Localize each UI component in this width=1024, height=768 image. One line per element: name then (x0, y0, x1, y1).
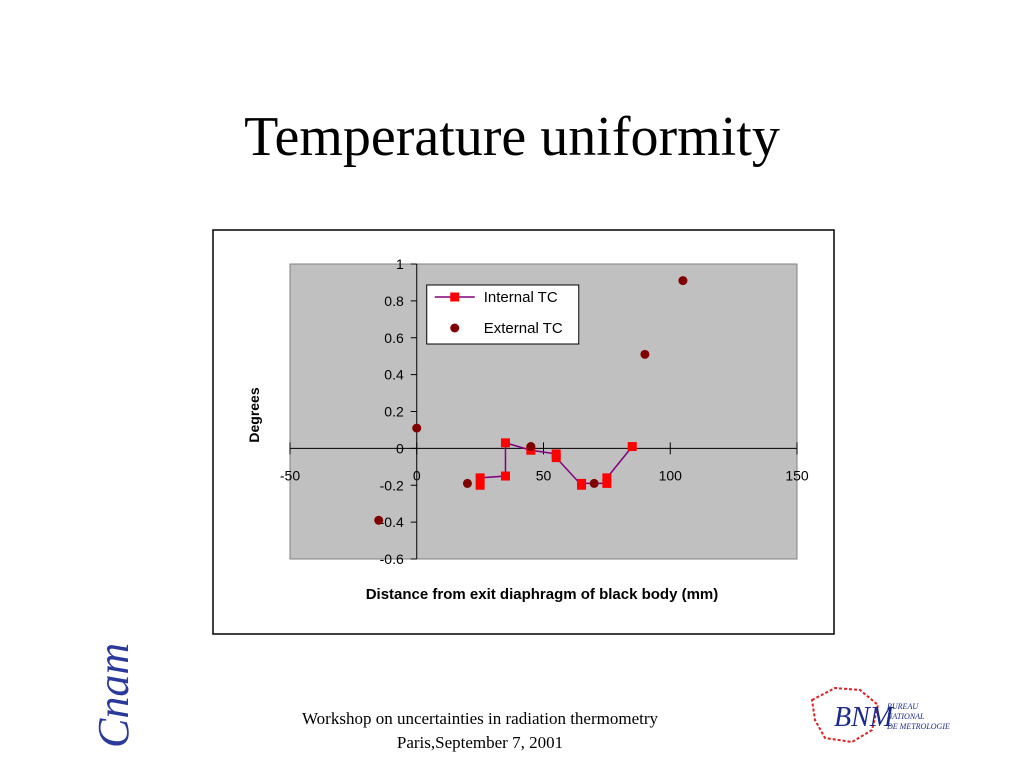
bnm-map (810, 686, 880, 744)
marker (526, 442, 536, 452)
y-axis-label: Degrees (246, 387, 262, 442)
marker (462, 478, 472, 488)
marker (551, 453, 561, 463)
marker (602, 478, 612, 488)
bnm-logo: BNM (834, 702, 895, 733)
x-tick-label: 0 (413, 467, 421, 483)
marker (627, 442, 637, 452)
marker (475, 480, 485, 490)
footer-line: Paris,September 7, 2001 (397, 733, 563, 752)
footer-line: Workshop on uncertainties in radiation t… (302, 709, 659, 728)
bnm-sub: NATIONAL (886, 712, 925, 721)
marker (589, 478, 599, 488)
y-tick-label: 1 (396, 256, 404, 272)
x-tick-label: -50 (280, 467, 300, 483)
marker (412, 423, 422, 433)
marker (577, 478, 587, 488)
legend-marker (450, 292, 460, 302)
marker (500, 471, 510, 481)
y-tick-label: -0.2 (380, 477, 404, 493)
marker (500, 438, 510, 448)
marker (374, 515, 384, 525)
legend-label: External TC (484, 320, 563, 337)
y-tick-label: 0.8 (384, 293, 404, 309)
y-tick-label: -0.4 (380, 514, 404, 530)
y-tick-label: 0.6 (384, 330, 404, 346)
cnam-logo: Cnam (89, 643, 138, 748)
marker (602, 473, 612, 483)
marker (640, 349, 650, 359)
x-tick-label: 100 (659, 467, 683, 483)
bnm-sub: DE METROLOGIE (886, 722, 950, 731)
x-tick-label: 150 (785, 467, 809, 483)
legend-marker (450, 323, 460, 333)
marker (475, 473, 485, 483)
y-tick-label: 0 (396, 440, 404, 456)
marker (678, 276, 688, 286)
x-axis-label: Distance from exit diaphragm of black bo… (366, 586, 719, 603)
y-tick-label: -0.6 (380, 551, 404, 567)
slide-title: Temperature uniformity (244, 106, 780, 168)
y-tick-label: 0.4 (384, 367, 404, 383)
legend-label: Internal TC (484, 289, 558, 306)
y-tick-label: 0.2 (384, 404, 404, 420)
bnm-sub: BUREAU (887, 702, 919, 711)
x-tick-label: 50 (536, 467, 552, 483)
